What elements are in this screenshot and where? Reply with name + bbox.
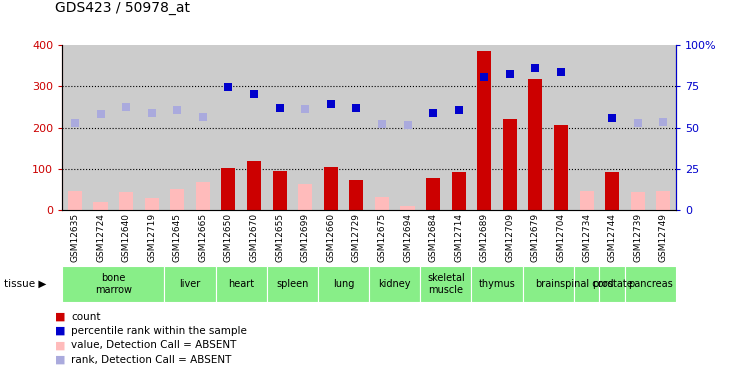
Bar bbox=[113, 45, 139, 210]
Bar bbox=[471, 266, 523, 302]
Text: spleen: spleen bbox=[276, 279, 308, 289]
Bar bbox=[62, 45, 88, 210]
Bar bbox=[631, 192, 645, 210]
Bar bbox=[375, 197, 389, 210]
Text: ■: ■ bbox=[55, 340, 65, 350]
Text: lung: lung bbox=[333, 279, 355, 289]
Bar bbox=[164, 45, 190, 210]
Text: ■: ■ bbox=[55, 355, 65, 364]
Text: value, Detection Call = ABSENT: value, Detection Call = ABSENT bbox=[71, 340, 236, 350]
Bar bbox=[68, 190, 82, 210]
Bar bbox=[656, 191, 670, 210]
Bar bbox=[139, 45, 164, 210]
Bar bbox=[94, 202, 107, 210]
Bar bbox=[548, 45, 574, 210]
Bar bbox=[529, 79, 542, 210]
Bar bbox=[523, 45, 548, 210]
Bar bbox=[625, 266, 676, 302]
Text: bone
marrow: bone marrow bbox=[95, 273, 132, 295]
Bar bbox=[190, 45, 216, 210]
Bar bbox=[145, 198, 159, 210]
Bar bbox=[267, 266, 318, 302]
Text: pancreas: pancreas bbox=[628, 279, 673, 289]
Bar bbox=[503, 119, 517, 210]
Bar bbox=[164, 266, 216, 302]
Bar bbox=[292, 45, 318, 210]
Bar bbox=[605, 172, 619, 210]
Text: tissue ▶: tissue ▶ bbox=[4, 279, 46, 289]
Bar bbox=[247, 160, 261, 210]
Text: liver: liver bbox=[179, 279, 201, 289]
Text: heart: heart bbox=[228, 279, 254, 289]
Bar bbox=[599, 45, 625, 210]
Bar bbox=[471, 45, 497, 210]
Bar bbox=[88, 45, 113, 210]
Bar bbox=[625, 45, 651, 210]
Bar bbox=[401, 206, 414, 210]
Text: rank, Detection Call = ABSENT: rank, Detection Call = ABSENT bbox=[71, 355, 231, 364]
Bar bbox=[273, 171, 287, 210]
Bar bbox=[369, 266, 420, 302]
Text: GDS423 / 50978_at: GDS423 / 50978_at bbox=[55, 1, 190, 15]
Bar bbox=[523, 266, 574, 302]
Bar bbox=[497, 45, 523, 210]
Bar bbox=[119, 192, 133, 210]
Bar bbox=[395, 45, 420, 210]
Bar bbox=[196, 182, 210, 210]
Bar bbox=[216, 45, 241, 210]
Text: kidney: kidney bbox=[379, 279, 411, 289]
Bar bbox=[318, 266, 369, 302]
Bar bbox=[62, 266, 164, 302]
Text: thymus: thymus bbox=[479, 279, 515, 289]
Bar bbox=[580, 191, 594, 210]
Bar bbox=[554, 124, 568, 210]
Bar bbox=[298, 184, 312, 210]
Bar bbox=[344, 45, 369, 210]
Text: brain: brain bbox=[536, 279, 561, 289]
Bar bbox=[574, 266, 599, 302]
Bar bbox=[324, 167, 338, 210]
Bar bbox=[369, 45, 395, 210]
Text: count: count bbox=[71, 312, 100, 322]
Text: ■: ■ bbox=[55, 312, 65, 322]
Bar bbox=[221, 168, 235, 210]
Bar bbox=[170, 189, 184, 210]
Bar bbox=[426, 178, 440, 210]
Text: spinal cord: spinal cord bbox=[560, 279, 613, 289]
Text: percentile rank within the sample: percentile rank within the sample bbox=[71, 326, 247, 336]
Bar bbox=[318, 45, 344, 210]
Text: prostate: prostate bbox=[592, 279, 632, 289]
Text: ■: ■ bbox=[55, 326, 65, 336]
Bar bbox=[241, 45, 267, 210]
Bar bbox=[349, 180, 363, 210]
Bar bbox=[446, 45, 471, 210]
Bar bbox=[420, 45, 446, 210]
Bar bbox=[574, 45, 599, 210]
Bar bbox=[420, 266, 471, 302]
Bar bbox=[267, 45, 292, 210]
Bar bbox=[651, 45, 676, 210]
Bar bbox=[216, 266, 267, 302]
Bar bbox=[477, 51, 491, 210]
Bar bbox=[452, 172, 466, 210]
Text: skeletal
muscle: skeletal muscle bbox=[427, 273, 465, 295]
Bar bbox=[599, 266, 625, 302]
